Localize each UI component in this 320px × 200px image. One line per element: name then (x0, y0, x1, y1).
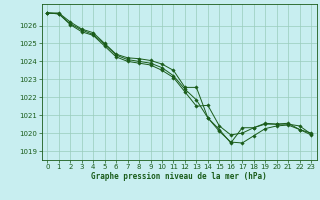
X-axis label: Graphe pression niveau de la mer (hPa): Graphe pression niveau de la mer (hPa) (91, 172, 267, 181)
